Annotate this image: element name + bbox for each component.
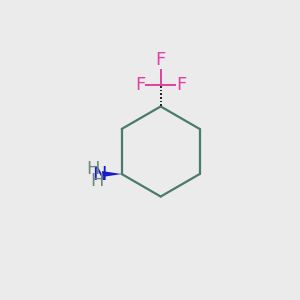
Text: H: H [90, 172, 104, 190]
Text: F: F [176, 76, 186, 94]
Text: N: N [92, 164, 106, 184]
Text: F: F [156, 51, 166, 69]
Text: F: F [135, 76, 146, 94]
Polygon shape [102, 171, 122, 177]
Text: H: H [86, 160, 100, 178]
